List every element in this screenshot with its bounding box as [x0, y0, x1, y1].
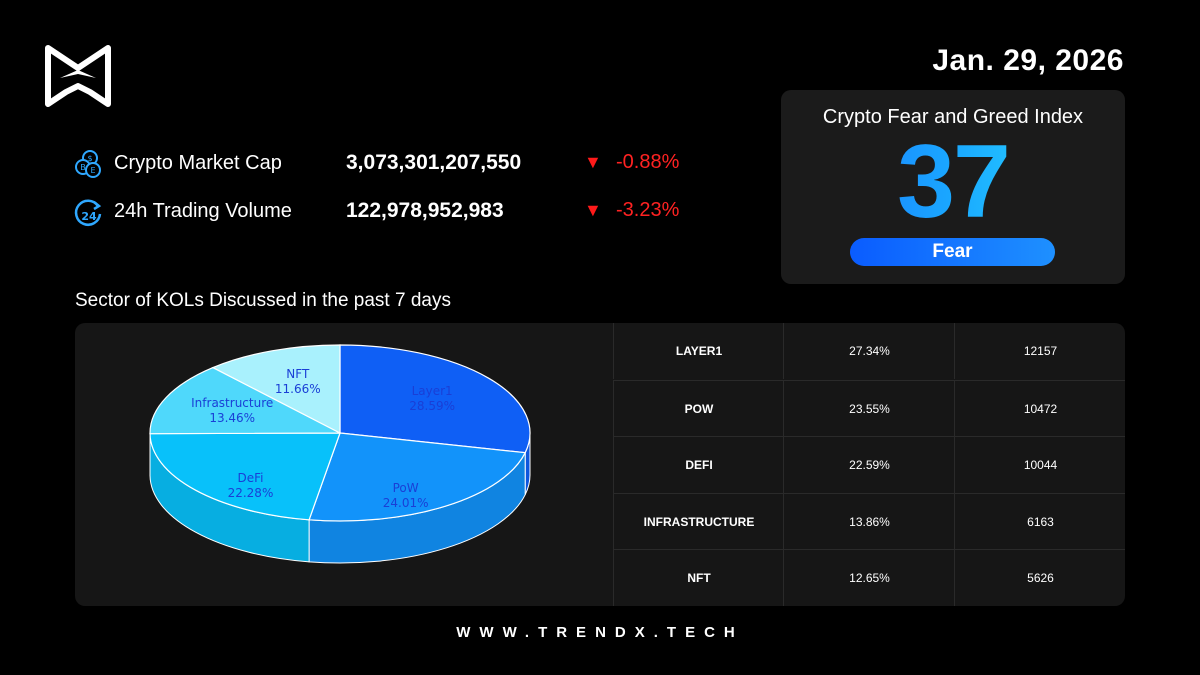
trendx-logo-icon — [45, 45, 111, 107]
sector-share-cell: 13.86% — [783, 493, 955, 550]
pie-label-value: 11.66% — [274, 382, 321, 397]
svg-text:E: E — [90, 166, 95, 175]
pie-label-infrastructure: Infrastructure 13.46% — [191, 396, 273, 426]
pie-label-value: 13.46% — [209, 410, 256, 425]
footer-url: WWW.TRENDX.TECH — [456, 624, 744, 641]
market-cap-row: $ B E Crypto Market Cap 3,073,301,207,55… — [72, 146, 712, 182]
fear-greed-title: Crypto Fear and Greed Index — [822, 106, 1084, 128]
pie-slice-pow — [308, 432, 527, 522]
table-row: LAYER1 27.34% 12157 — [613, 323, 1125, 379]
table-row: INFRASTRUCTURE 13.86% 6163 — [613, 492, 1125, 550]
pie-label-name: Infrastructure — [191, 395, 274, 410]
fear-greed-card: Crypto Fear and Greed Index 37 Fear — [781, 90, 1125, 284]
pie-chart — [149, 344, 531, 564]
sector-name-cell: NFT — [613, 550, 784, 606]
sector-count-cell: 6163 — [954, 493, 1125, 550]
pie-slice-nft — [211, 344, 341, 434]
pie-label-nft: NFT 11.66% — [275, 367, 321, 397]
pie-chart-area: Layer1 28.59% PoW 24.01% DeFi 22.28% Infrastru… — [75, 323, 613, 606]
pie-label-pow: PoW 24.01% — [383, 481, 429, 511]
sector-title: Sector of KOLs Discussed in the past 7 d… — [75, 290, 451, 311]
pie-label-layer1: Layer1 28.59% — [409, 384, 455, 414]
svg-text:B: B — [80, 163, 86, 172]
sector-count-cell: 5626 — [954, 550, 1125, 606]
trading-volume-row: 24 24h Trading Volume 122,978,952,983 ▼ … — [72, 194, 712, 230]
sector-panel: Layer1 28.59% PoW 24.01% DeFi 22.28% Infrastru… — [75, 323, 1125, 606]
pie-label-defi: DeFi 22.28% — [228, 471, 274, 501]
table-row: POW 23.55% 10472 — [613, 379, 1125, 437]
sector-name-cell: LAYER1 — [613, 323, 784, 379]
trading-volume-label: 24h Trading Volume — [114, 200, 292, 222]
fear-greed-badge: Fear — [850, 238, 1055, 266]
sector-share-cell: 12.65% — [783, 550, 955, 606]
pie-label-name: Layer1 — [411, 384, 453, 398]
table-row: DEFI 22.59% 10044 — [613, 436, 1125, 494]
sector-name-cell: DEFI — [613, 437, 784, 494]
svg-text:$: $ — [87, 154, 92, 163]
svg-text:24: 24 — [81, 210, 97, 223]
pie-label-name: NFT — [286, 367, 310, 382]
sector-count-cell: 12157 — [954, 323, 1125, 379]
pie-label-value: 28.59% — [409, 399, 456, 413]
fear-greed-value: 37 — [781, 130, 1125, 234]
pie-slice-layer1 — [339, 344, 531, 454]
sector-name-cell: INFRASTRUCTURE — [613, 493, 784, 550]
down-triangle-icon: ▼ — [584, 152, 602, 172]
sector-count-cell: 10472 — [954, 380, 1125, 437]
pie-label-value: 24.01% — [382, 496, 429, 511]
pie-label-value: 22.28% — [227, 486, 274, 501]
report-date: Jan. 29, 2026 — [932, 44, 1124, 77]
trading-volume-value: 122,978,952,983 — [346, 199, 504, 222]
24h-refresh-icon: 24 — [74, 199, 102, 226]
sector-name-cell: POW — [613, 380, 784, 437]
pie-label-name: DeFi — [237, 471, 264, 486]
coins-icon: $ B E — [75, 150, 101, 178]
down-triangle-icon: ▼ — [584, 200, 602, 220]
trading-volume-change: -3.23% — [616, 199, 680, 221]
sector-share-cell: 23.55% — [783, 380, 955, 437]
sector-count-cell: 10044 — [954, 437, 1125, 494]
sector-share-cell: 27.34% — [783, 323, 955, 379]
market-cap-change: -0.88% — [616, 151, 680, 173]
market-cap-label: Crypto Market Cap — [114, 152, 282, 174]
table-row: NFT 12.65% 5626 — [613, 549, 1125, 606]
sector-share-cell: 22.59% — [783, 437, 955, 494]
sector-table: LAYER1 27.34% 12157 POW 23.55% 10472 DEFI 22.59… — [613, 323, 1125, 606]
pie-slice-infrastructure — [149, 366, 341, 435]
pie-label-name: PoW — [392, 481, 419, 496]
market-cap-value: 3,073,301,207,550 — [346, 151, 522, 174]
pie-slice-defi — [149, 432, 341, 521]
